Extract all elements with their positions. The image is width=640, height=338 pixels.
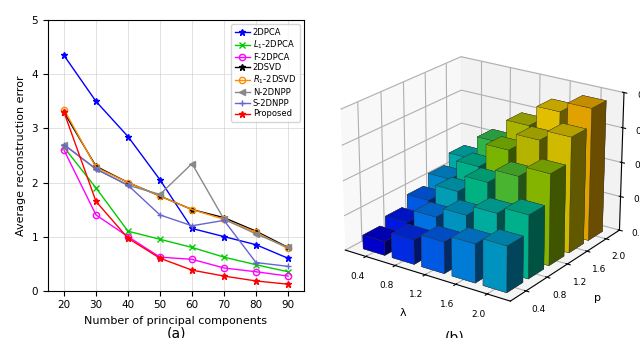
X-axis label: λ: λ: [400, 309, 406, 318]
$R_1$-2DSVD: [124, 180, 132, 185]
$R_1$-2DSVD: [156, 194, 164, 198]
Line: $L_1$-2DPCA: $L_1$-2DPCA: [61, 144, 291, 275]
Text: (a): (a): [166, 327, 186, 338]
F-2DPCA: [92, 213, 100, 217]
Proposed: [156, 256, 164, 260]
Line: N-2DNPP: N-2DNPP: [61, 142, 291, 250]
2DSVD: [60, 110, 68, 114]
$R_1$-2DSVD: [92, 165, 100, 169]
Line: $R_1$-2DSVD: $R_1$-2DSVD: [61, 106, 291, 251]
Proposed: [220, 274, 228, 278]
Proposed: [284, 282, 292, 286]
S-2DNPP: [220, 218, 228, 222]
S-2DNPP: [188, 224, 196, 228]
Proposed: [188, 268, 196, 272]
2DPCA: [220, 235, 228, 239]
F-2DPCA: [252, 270, 260, 274]
S-2DNPP: [156, 213, 164, 217]
N-2DNPP: [284, 245, 292, 249]
Line: Proposed: Proposed: [61, 109, 291, 287]
2DPCA: [156, 178, 164, 182]
2DSVD: [156, 194, 164, 198]
$L_1$-2DPCA: [220, 255, 228, 259]
S-2DNPP: [284, 264, 292, 268]
F-2DPCA: [188, 257, 196, 261]
N-2DNPP: [92, 167, 100, 171]
$R_1$-2DSVD: [60, 107, 68, 112]
2DSVD: [284, 245, 292, 249]
Proposed: [252, 279, 260, 283]
$L_1$-2DPCA: [188, 245, 196, 249]
N-2DNPP: [220, 217, 228, 221]
F-2DPCA: [124, 235, 132, 239]
S-2DNPP: [252, 261, 260, 265]
2DPCA: [252, 243, 260, 247]
$L_1$-2DPCA: [252, 263, 260, 267]
Line: 2DPCA: 2DPCA: [61, 52, 291, 261]
F-2DPCA: [156, 255, 164, 259]
2DPCA: [60, 53, 68, 57]
$R_1$-2DSVD: [220, 217, 228, 221]
$R_1$-2DSVD: [252, 230, 260, 234]
Line: 2DSVD: 2DSVD: [61, 109, 291, 250]
2DSVD: [188, 208, 196, 212]
S-2DNPP: [92, 167, 100, 171]
$L_1$-2DPCA: [124, 229, 132, 233]
$R_1$-2DSVD: [284, 246, 292, 250]
2DSVD: [92, 164, 100, 168]
Y-axis label: Average reconstruction error: Average reconstruction error: [16, 75, 26, 236]
$R_1$-2DSVD: [188, 208, 196, 212]
F-2DPCA: [284, 274, 292, 278]
2DSVD: [252, 229, 260, 233]
F-2DPCA: [220, 266, 228, 270]
N-2DNPP: [252, 232, 260, 236]
X-axis label: Number of principal components: Number of principal components: [84, 316, 268, 326]
Legend: 2DPCA, $L_1$-2DPCA, F-2DPCA, 2DSVD, $R_1$-2DSVD, N-2DNPP, S-2DNPP, Proposed: 2DPCA, $L_1$-2DPCA, F-2DPCA, 2DSVD, $R_1…: [231, 24, 300, 122]
N-2DNPP: [156, 192, 164, 196]
S-2DNPP: [124, 183, 132, 187]
N-2DNPP: [60, 143, 68, 147]
S-2DNPP: [60, 143, 68, 147]
$L_1$-2DPCA: [60, 145, 68, 149]
Proposed: [124, 236, 132, 240]
$L_1$-2DPCA: [92, 186, 100, 190]
Line: F-2DPCA: F-2DPCA: [61, 147, 291, 279]
$L_1$-2DPCA: [156, 237, 164, 241]
2DSVD: [220, 216, 228, 220]
2DPCA: [92, 99, 100, 103]
Proposed: [92, 199, 100, 203]
2DSVD: [124, 180, 132, 185]
F-2DPCA: [60, 148, 68, 152]
Y-axis label: p: p: [595, 293, 602, 303]
Proposed: [60, 110, 68, 114]
2DPCA: [188, 226, 196, 231]
2DPCA: [284, 256, 292, 260]
2DPCA: [124, 135, 132, 139]
Line: S-2DNPP: S-2DNPP: [61, 142, 291, 269]
$L_1$-2DPCA: [284, 270, 292, 274]
N-2DNPP: [188, 162, 196, 166]
N-2DNPP: [124, 183, 132, 187]
Text: (b): (b): [445, 331, 465, 338]
